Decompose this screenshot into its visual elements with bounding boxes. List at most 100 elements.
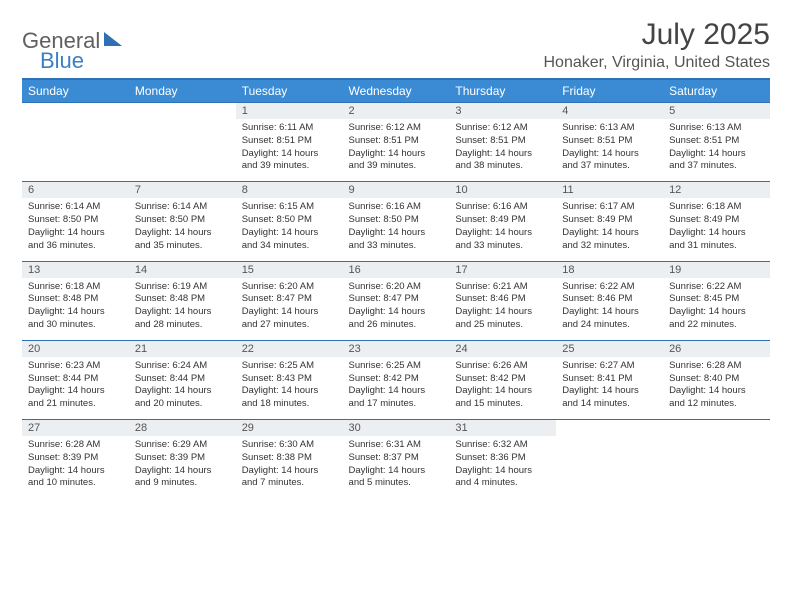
month-title: July 2025: [544, 18, 771, 52]
day-details: Sunrise: 6:13 AMSunset: 8:51 PMDaylight:…: [663, 119, 770, 181]
weekday-header: Wednesday: [343, 79, 450, 103]
calendar-day-cell: 26Sunrise: 6:28 AMSunset: 8:40 PMDayligh…: [663, 340, 770, 419]
calendar-week-row: 27Sunrise: 6:28 AMSunset: 8:39 PMDayligh…: [22, 420, 770, 499]
day-number: 23: [343, 341, 450, 357]
calendar-day-cell: [556, 420, 663, 499]
day-number: 27: [22, 420, 129, 436]
day-number: 3: [449, 103, 556, 119]
day-number: 18: [556, 262, 663, 278]
calendar-week-row: 20Sunrise: 6:23 AMSunset: 8:44 PMDayligh…: [22, 340, 770, 419]
calendar-week-row: 13Sunrise: 6:18 AMSunset: 8:48 PMDayligh…: [22, 261, 770, 340]
day-number: 26: [663, 341, 770, 357]
calendar-day-cell: 8Sunrise: 6:15 AMSunset: 8:50 PMDaylight…: [236, 182, 343, 261]
day-details: Sunrise: 6:31 AMSunset: 8:37 PMDaylight:…: [343, 436, 450, 498]
calendar-day-cell: 29Sunrise: 6:30 AMSunset: 8:38 PMDayligh…: [236, 420, 343, 499]
calendar-day-cell: 13Sunrise: 6:18 AMSunset: 8:48 PMDayligh…: [22, 261, 129, 340]
day-details: Sunrise: 6:18 AMSunset: 8:48 PMDaylight:…: [22, 278, 129, 340]
calendar-week-row: 1Sunrise: 6:11 AMSunset: 8:51 PMDaylight…: [22, 103, 770, 182]
calendar-day-cell: 27Sunrise: 6:28 AMSunset: 8:39 PMDayligh…: [22, 420, 129, 499]
calendar-day-cell: 28Sunrise: 6:29 AMSunset: 8:39 PMDayligh…: [129, 420, 236, 499]
day-number: 10: [449, 182, 556, 198]
day-number: 6: [22, 182, 129, 198]
day-number: 7: [129, 182, 236, 198]
day-details: Sunrise: 6:14 AMSunset: 8:50 PMDaylight:…: [22, 198, 129, 260]
calendar-day-cell: 24Sunrise: 6:26 AMSunset: 8:42 PMDayligh…: [449, 340, 556, 419]
calendar-day-cell: 10Sunrise: 6:16 AMSunset: 8:49 PMDayligh…: [449, 182, 556, 261]
day-number: 14: [129, 262, 236, 278]
day-number: 31: [449, 420, 556, 436]
day-details: Sunrise: 6:12 AMSunset: 8:51 PMDaylight:…: [449, 119, 556, 181]
logo-triangle-icon: [104, 32, 122, 46]
calendar-day-cell: 16Sunrise: 6:20 AMSunset: 8:47 PMDayligh…: [343, 261, 450, 340]
calendar-day-cell: 21Sunrise: 6:24 AMSunset: 8:44 PMDayligh…: [129, 340, 236, 419]
day-number: 19: [663, 262, 770, 278]
calendar-day-cell: 19Sunrise: 6:22 AMSunset: 8:45 PMDayligh…: [663, 261, 770, 340]
calendar-day-cell: 1Sunrise: 6:11 AMSunset: 8:51 PMDaylight…: [236, 103, 343, 182]
day-details: Sunrise: 6:16 AMSunset: 8:50 PMDaylight:…: [343, 198, 450, 260]
day-number: 25: [556, 341, 663, 357]
day-details: Sunrise: 6:20 AMSunset: 8:47 PMDaylight:…: [236, 278, 343, 340]
day-details: Sunrise: 6:16 AMSunset: 8:49 PMDaylight:…: [449, 198, 556, 260]
day-number: 20: [22, 341, 129, 357]
day-number: 5: [663, 103, 770, 119]
weekday-header: Friday: [556, 79, 663, 103]
day-number: 12: [663, 182, 770, 198]
calendar-day-cell: 22Sunrise: 6:25 AMSunset: 8:43 PMDayligh…: [236, 340, 343, 419]
calendar-day-cell: 7Sunrise: 6:14 AMSunset: 8:50 PMDaylight…: [129, 182, 236, 261]
day-details: Sunrise: 6:24 AMSunset: 8:44 PMDaylight:…: [129, 357, 236, 419]
logo-text-2: Blue: [40, 48, 84, 73]
calendar-day-cell: [663, 420, 770, 499]
weekday-header: Tuesday: [236, 79, 343, 103]
calendar-day-cell: 23Sunrise: 6:25 AMSunset: 8:42 PMDayligh…: [343, 340, 450, 419]
weekday-header: Saturday: [663, 79, 770, 103]
day-details: Sunrise: 6:22 AMSunset: 8:46 PMDaylight:…: [556, 278, 663, 340]
weekday-header: Thursday: [449, 79, 556, 103]
calendar-week-row: 6Sunrise: 6:14 AMSunset: 8:50 PMDaylight…: [22, 182, 770, 261]
calendar-day-cell: 6Sunrise: 6:14 AMSunset: 8:50 PMDaylight…: [22, 182, 129, 261]
calendar-day-cell: 25Sunrise: 6:27 AMSunset: 8:41 PMDayligh…: [556, 340, 663, 419]
weekday-header: Monday: [129, 79, 236, 103]
day-number: 24: [449, 341, 556, 357]
day-details: Sunrise: 6:25 AMSunset: 8:43 PMDaylight:…: [236, 357, 343, 419]
day-details: Sunrise: 6:18 AMSunset: 8:49 PMDaylight:…: [663, 198, 770, 260]
calendar-day-cell: 2Sunrise: 6:12 AMSunset: 8:51 PMDaylight…: [343, 103, 450, 182]
day-details: Sunrise: 6:17 AMSunset: 8:49 PMDaylight:…: [556, 198, 663, 260]
day-details: Sunrise: 6:28 AMSunset: 8:40 PMDaylight:…: [663, 357, 770, 419]
day-details: Sunrise: 6:28 AMSunset: 8:39 PMDaylight:…: [22, 436, 129, 498]
day-details: Sunrise: 6:20 AMSunset: 8:47 PMDaylight:…: [343, 278, 450, 340]
header: General July 2025 Honaker, Virginia, Uni…: [22, 18, 770, 72]
day-number: 17: [449, 262, 556, 278]
day-number: 2: [343, 103, 450, 119]
calendar-day-cell: 15Sunrise: 6:20 AMSunset: 8:47 PMDayligh…: [236, 261, 343, 340]
day-details: Sunrise: 6:13 AMSunset: 8:51 PMDaylight:…: [556, 119, 663, 181]
day-number: 22: [236, 341, 343, 357]
day-number: 21: [129, 341, 236, 357]
day-number: 8: [236, 182, 343, 198]
day-details: Sunrise: 6:11 AMSunset: 8:51 PMDaylight:…: [236, 119, 343, 181]
day-details: Sunrise: 6:22 AMSunset: 8:45 PMDaylight:…: [663, 278, 770, 340]
calendar-day-cell: 4Sunrise: 6:13 AMSunset: 8:51 PMDaylight…: [556, 103, 663, 182]
calendar-day-cell: 14Sunrise: 6:19 AMSunset: 8:48 PMDayligh…: [129, 261, 236, 340]
day-details: Sunrise: 6:29 AMSunset: 8:39 PMDaylight:…: [129, 436, 236, 498]
calendar-day-cell: 30Sunrise: 6:31 AMSunset: 8:37 PMDayligh…: [343, 420, 450, 499]
day-number: 15: [236, 262, 343, 278]
calendar-day-cell: 18Sunrise: 6:22 AMSunset: 8:46 PMDayligh…: [556, 261, 663, 340]
calendar-day-cell: 9Sunrise: 6:16 AMSunset: 8:50 PMDaylight…: [343, 182, 450, 261]
day-details: Sunrise: 6:32 AMSunset: 8:36 PMDaylight:…: [449, 436, 556, 498]
calendar-day-cell: 12Sunrise: 6:18 AMSunset: 8:49 PMDayligh…: [663, 182, 770, 261]
day-number: 11: [556, 182, 663, 198]
calendar-day-cell: 3Sunrise: 6:12 AMSunset: 8:51 PMDaylight…: [449, 103, 556, 182]
day-details: Sunrise: 6:23 AMSunset: 8:44 PMDaylight:…: [22, 357, 129, 419]
day-details: Sunrise: 6:15 AMSunset: 8:50 PMDaylight:…: [236, 198, 343, 260]
day-details: Sunrise: 6:19 AMSunset: 8:48 PMDaylight:…: [129, 278, 236, 340]
location: Honaker, Virginia, United States: [544, 54, 771, 72]
day-details: Sunrise: 6:26 AMSunset: 8:42 PMDaylight:…: [449, 357, 556, 419]
day-details: Sunrise: 6:27 AMSunset: 8:41 PMDaylight:…: [556, 357, 663, 419]
weekday-header-row: SundayMondayTuesdayWednesdayThursdayFrid…: [22, 79, 770, 103]
day-details: Sunrise: 6:21 AMSunset: 8:46 PMDaylight:…: [449, 278, 556, 340]
weekday-header: Sunday: [22, 79, 129, 103]
day-number: 13: [22, 262, 129, 278]
day-details: Sunrise: 6:30 AMSunset: 8:38 PMDaylight:…: [236, 436, 343, 498]
day-number: 1: [236, 103, 343, 119]
day-number: 28: [129, 420, 236, 436]
